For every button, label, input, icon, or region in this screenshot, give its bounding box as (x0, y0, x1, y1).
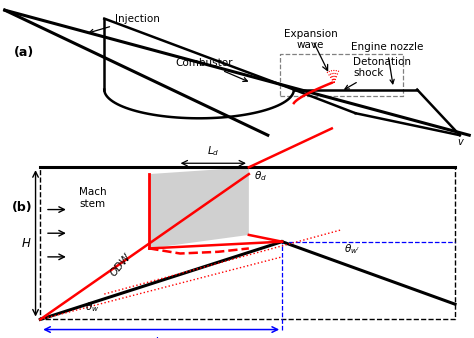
Text: (b): (b) (12, 201, 33, 214)
Text: $\theta_w$: $\theta_w$ (85, 300, 100, 314)
Text: Detonation
shock: Detonation shock (345, 57, 411, 89)
Text: ODW: ODW (109, 252, 133, 279)
Text: v: v (457, 137, 463, 147)
Text: $L_w$: $L_w$ (154, 336, 169, 338)
Text: Expansion
wave: Expansion wave (283, 29, 337, 50)
Text: Mach
stem: Mach stem (79, 187, 106, 209)
Text: H: H (22, 237, 30, 250)
Text: Engine nozzle: Engine nozzle (351, 42, 423, 84)
Text: Injection: Injection (89, 14, 160, 33)
Text: Combustor: Combustor (175, 57, 247, 81)
Text: $\theta_d$: $\theta_d$ (254, 169, 266, 183)
Polygon shape (149, 167, 249, 248)
Text: $L_d$: $L_d$ (207, 144, 219, 158)
Text: (a): (a) (14, 46, 35, 59)
Text: $\theta_{w'}$: $\theta_{w'}$ (344, 243, 360, 256)
